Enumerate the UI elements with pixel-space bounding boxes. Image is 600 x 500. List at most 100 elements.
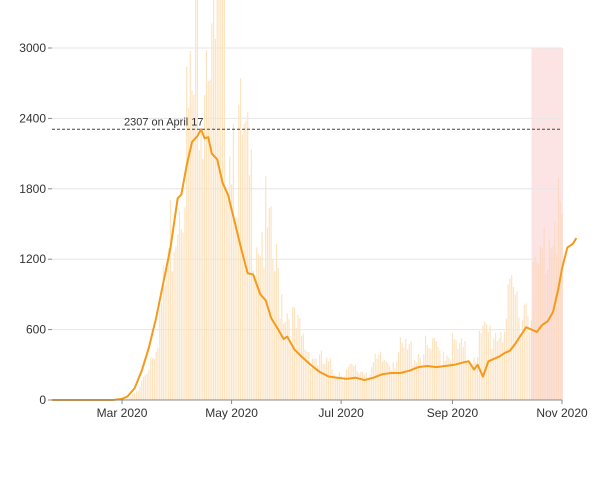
- daily-bar: [529, 331, 531, 400]
- daily-bar: [401, 342, 403, 400]
- daily-bar: [538, 263, 540, 400]
- daily-bar: [494, 332, 497, 400]
- gridlines: [52, 47, 562, 331]
- daily-bar: [189, 51, 191, 400]
- daily-bar: [547, 269, 549, 400]
- daily-bar: [221, 0, 224, 400]
- daily-bar: [209, 79, 211, 400]
- daily-bar: [229, 156, 231, 400]
- daily-bar: [261, 232, 263, 400]
- x-tick-label: Sep 2020: [427, 406, 479, 420]
- daily-bar: [556, 254, 558, 400]
- daily-bar: [263, 267, 265, 400]
- moving-average-line: [52, 128, 578, 401]
- daily-bar: [550, 248, 552, 400]
- daily-bar: [236, 217, 238, 400]
- daily-bar: [345, 369, 348, 400]
- daily-bar: [202, 159, 204, 400]
- daily-bar: [198, 150, 200, 400]
- daily-bar: [266, 227, 269, 400]
- daily-bar: [466, 362, 468, 400]
- y-tick-label: 600: [26, 323, 46, 337]
- daily-bar: [415, 362, 418, 400]
- daily-bar: [175, 246, 177, 400]
- daily-bar: [275, 243, 278, 400]
- daily-bar: [160, 302, 163, 400]
- daily-bar: [552, 246, 554, 400]
- daily-bar: [292, 307, 294, 400]
- daily-bar: [257, 253, 260, 400]
- daily-bar: [132, 393, 134, 400]
- daily-bar: [473, 357, 475, 400]
- x-tick-label: May 2020: [205, 406, 258, 420]
- daily-bar: [362, 371, 364, 400]
- daily-bar: [561, 214, 563, 400]
- daily-bar: [191, 90, 193, 401]
- daily-bar: [340, 376, 342, 400]
- daily-bar: [354, 364, 357, 400]
- daily-bar: [302, 333, 305, 400]
- daily-bar: [256, 247, 258, 400]
- daily-bar: [225, 186, 227, 400]
- daily-bar: [512, 286, 515, 400]
- daily-bar: [478, 330, 480, 400]
- daily-bar: [155, 351, 157, 400]
- daily-bar: [336, 377, 339, 400]
- daily-bar: [428, 347, 430, 400]
- daily-bar: [372, 362, 375, 400]
- daily-bar: [514, 294, 516, 400]
- daily-bar: [424, 335, 427, 400]
- daily-bar: [403, 347, 405, 400]
- daily-bar: [468, 361, 470, 400]
- daily-bar: [511, 275, 513, 400]
- daily-bar: [218, 0, 220, 400]
- daily-bar: [196, 0, 199, 400]
- daily-bar: [211, 23, 213, 400]
- daily-bar: [241, 134, 243, 400]
- daily-bar: [293, 307, 296, 400]
- daily-bar: [516, 291, 518, 400]
- daily-bar: [518, 317, 520, 400]
- daily-bar: [274, 271, 276, 400]
- daily-bar: [157, 347, 159, 400]
- daily-bar: [464, 341, 466, 400]
- daily-bar: [232, 124, 234, 401]
- daily-bar: [450, 360, 452, 400]
- daily-bar: [498, 338, 500, 400]
- y-tick-label: 1800: [19, 182, 46, 196]
- daily-bar: [238, 104, 240, 400]
- daily-bar: [471, 363, 473, 400]
- daily-bar: [144, 374, 146, 400]
- daily-bar: [459, 342, 461, 400]
- daily-bar: [462, 347, 464, 400]
- daily-bar: [338, 371, 340, 400]
- daily-bar: [426, 345, 428, 400]
- daily-bar: [207, 80, 209, 400]
- daily-bar: [286, 313, 288, 400]
- daily-bar: [148, 370, 150, 400]
- y-tick-label: 1200: [19, 252, 46, 266]
- daily-bar: [245, 120, 247, 400]
- daily-bar: [505, 318, 507, 400]
- daily-bar: [457, 349, 459, 400]
- daily-bar: [344, 376, 346, 400]
- daily-bar: [493, 338, 495, 400]
- daily-bar: [308, 352, 310, 400]
- daily-bar: [527, 316, 529, 400]
- daily-bar: [142, 376, 145, 400]
- daily-bar: [503, 331, 506, 400]
- daily-bar: [419, 358, 421, 400]
- daily-bar: [311, 358, 313, 400]
- daily-bar: [315, 358, 317, 400]
- daily-bar: [363, 374, 366, 400]
- daily-bar: [299, 318, 301, 400]
- daily-bar: [476, 357, 479, 400]
- daily-bar: [406, 349, 409, 400]
- x-tick-label: Mar 2020: [97, 406, 148, 420]
- daily-bar: [369, 374, 371, 400]
- daily-bar: [389, 366, 391, 400]
- daily-bar: [130, 396, 132, 400]
- daily-bar: [507, 284, 509, 400]
- daily-bar: [270, 206, 272, 400]
- daily-bar: [482, 325, 484, 400]
